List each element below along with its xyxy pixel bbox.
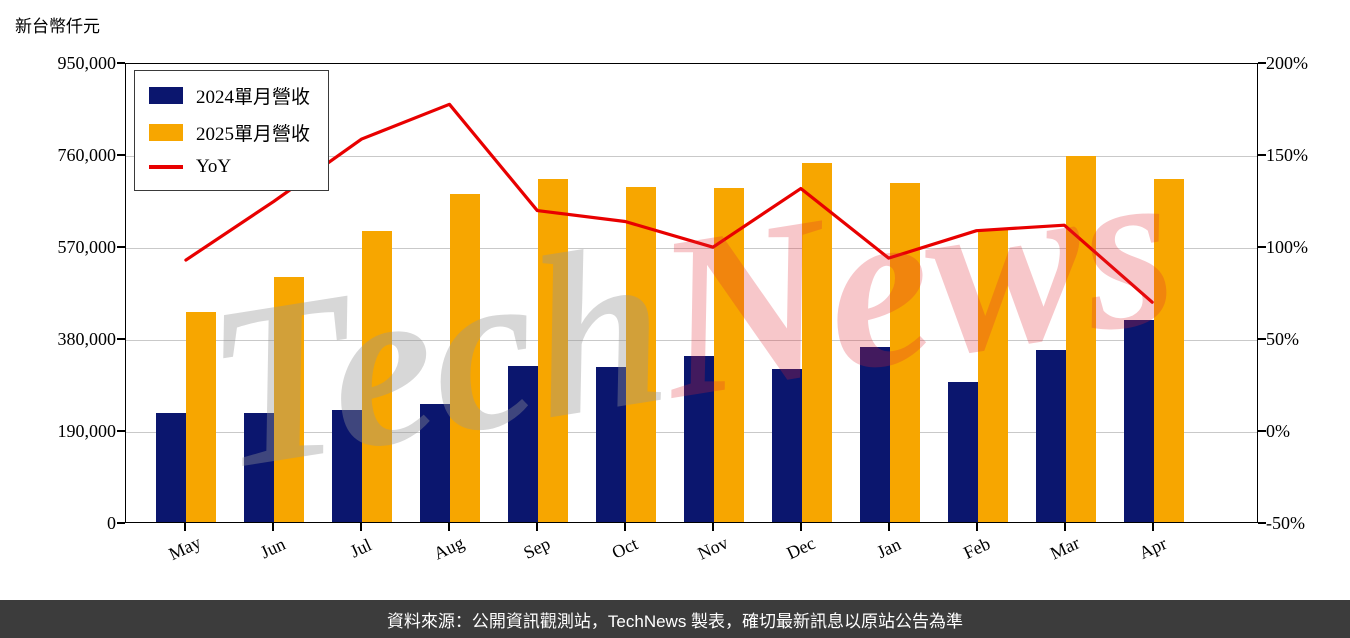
bar-2024-May	[156, 413, 186, 522]
bar-2025-Jan	[890, 183, 920, 522]
legend-swatch-2024	[149, 87, 183, 104]
x-tick-label-text: Jul	[347, 534, 375, 562]
bar-2025-Mar	[1066, 155, 1096, 522]
x-tick-label-text: May	[165, 532, 204, 565]
left-tick-mark	[117, 154, 125, 156]
right-tick-label: 200%	[1266, 53, 1308, 73]
x-tick-label-text: Jan	[873, 533, 904, 563]
left-axis-tick-labels: 0 190,000 380,000 570,000 760,000 950,000	[0, 53, 117, 533]
left-tick-mark	[117, 62, 125, 64]
bottom-tick-mark	[1064, 523, 1066, 531]
left-tick-label: 190,000	[57, 421, 117, 441]
right-tick-mark	[1258, 246, 1266, 248]
right-axis-tick-labels: -50% 0% 50% 100% 150% 200%	[1266, 53, 1346, 533]
right-tick-label: 100%	[1266, 237, 1308, 257]
footer-source-text: 資料來源：公開資訊觀測站，TechNews 製表，確切最新訊息以原站公告為準	[386, 611, 964, 631]
bar-2025-Jun	[274, 277, 304, 522]
left-tick-label: 760,000	[57, 145, 117, 165]
bar-2025-Oct	[626, 186, 656, 522]
bottom-tick-mark	[1152, 523, 1154, 531]
x-tick-label-text: Dec	[783, 532, 819, 564]
bar-2024-Sep	[508, 366, 538, 522]
legend-item-2025: 2025單月營收	[149, 119, 310, 146]
x-tick-label-text: Jun	[257, 533, 289, 563]
footer-bar: 資料來源：公開資訊觀測站，TechNews 製表，確切最新訊息以原站公告為準	[0, 600, 1350, 638]
right-tick-mark	[1258, 62, 1266, 64]
bar-2025-Sep	[538, 179, 568, 522]
x-tick-label-text: Feb	[960, 533, 994, 563]
x-tick-label-text: Sep	[520, 533, 554, 563]
left-tick-mark	[117, 246, 125, 248]
x-axis-tick-labels: May Jun Jul Aug Sep Oct Nov Dec Jan Feb Mar Apr	[125, 528, 1258, 583]
bottom-tick-mark	[448, 523, 450, 531]
bar-2025-Dec	[802, 163, 832, 522]
bar-2025-Jul	[362, 231, 392, 522]
legend-item-yoy: YoY	[149, 156, 310, 178]
right-tick-mark	[1258, 430, 1266, 432]
legend-swatch-2025	[149, 124, 183, 141]
bottom-tick-mark	[888, 523, 890, 531]
left-tick-mark	[117, 522, 125, 524]
x-tick-label-text: Apr	[1135, 533, 1170, 564]
right-tick-label: 150%	[1266, 145, 1308, 165]
right-tick-label: 0%	[1266, 421, 1290, 441]
legend-label-2024: 2024單月營收	[196, 87, 311, 108]
bar-2025-Apr	[1154, 179, 1184, 522]
bar-2025-Nov	[714, 187, 744, 522]
bar-2025-Feb	[978, 229, 1008, 522]
bar-2024-Dec	[772, 369, 802, 522]
plot-area: Tech News 2024單月營收 2025單月營收 YoY	[125, 63, 1258, 523]
x-tick-label-text: Nov	[694, 532, 732, 564]
bottom-tick-mark	[712, 523, 714, 531]
legend-item-2024: 2024單月營收	[149, 82, 310, 109]
bottom-tick-mark	[272, 523, 274, 531]
x-tick-label-text: Aug	[430, 532, 468, 564]
legend: 2024單月營收 2025單月營收 YoY	[134, 70, 330, 191]
left-tick-mark	[117, 338, 125, 340]
bar-2024-Nov	[684, 355, 714, 522]
bar-2024-Oct	[596, 367, 626, 522]
bar-2024-Feb	[948, 382, 978, 522]
y-axis-unit-label: 新台幣仟元	[15, 17, 100, 36]
right-tick-label: 50%	[1266, 329, 1299, 349]
bar-2024-Apr	[1124, 320, 1154, 522]
gridline	[126, 339, 1257, 341]
bottom-tick-mark	[360, 523, 362, 531]
left-tick-label: 950,000	[57, 53, 117, 73]
bar-2024-Aug	[420, 403, 450, 522]
bar-2024-Jun	[244, 412, 274, 522]
legend-swatch-yoy	[149, 165, 183, 169]
legend-label-2025: 2025單月營收	[196, 124, 311, 145]
right-tick-mark	[1258, 154, 1266, 156]
bottom-tick-mark	[800, 523, 802, 531]
bar-2025-May	[186, 311, 216, 522]
legend-label-yoy: YoY	[196, 156, 232, 177]
x-tick-label-text: Mar	[1046, 532, 1083, 564]
left-tick-label: 380,000	[57, 329, 117, 349]
left-tick-mark	[117, 430, 125, 432]
bar-2024-Jan	[860, 347, 890, 522]
right-tick-mark	[1258, 522, 1266, 524]
x-tick-label-text: Oct	[608, 533, 641, 563]
left-tick-label: 570,000	[57, 237, 117, 257]
left-tick-label: 0	[107, 513, 116, 533]
bottom-tick-mark	[976, 523, 978, 531]
right-tick-label: -50%	[1266, 513, 1305, 533]
bar-2024-Mar	[1036, 350, 1066, 522]
bar-2025-Aug	[450, 194, 480, 522]
right-tick-mark	[1258, 338, 1266, 340]
bottom-tick-mark	[536, 523, 538, 531]
bar-2024-Jul	[332, 410, 362, 522]
bottom-tick-mark	[184, 523, 186, 531]
bottom-tick-mark	[624, 523, 626, 531]
